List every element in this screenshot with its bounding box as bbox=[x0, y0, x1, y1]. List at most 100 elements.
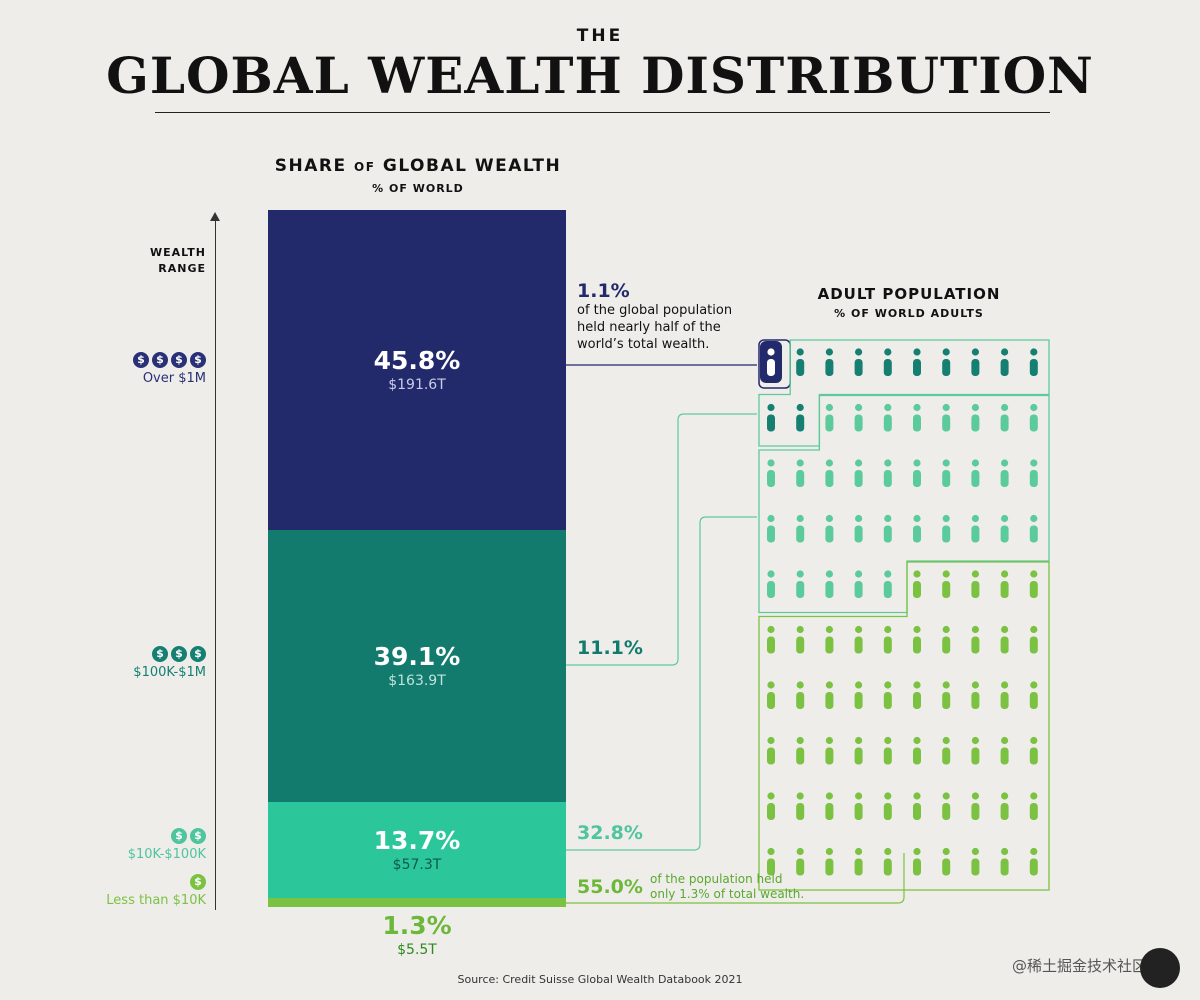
person-head-icon bbox=[913, 348, 921, 356]
person-head-icon bbox=[796, 792, 804, 800]
person-body-icon bbox=[854, 525, 863, 543]
person-head-icon bbox=[767, 625, 775, 634]
person-body-icon bbox=[854, 636, 863, 654]
person-head-icon bbox=[913, 570, 921, 578]
wealth-bar-value-label: $191.6T bbox=[388, 376, 446, 393]
person-body-icon bbox=[883, 692, 892, 709]
person-body-icon bbox=[796, 525, 805, 543]
person-body-icon bbox=[854, 803, 863, 820]
person-head-icon bbox=[825, 847, 834, 856]
source-note: Source: Credit Suisse Global Wealth Data… bbox=[457, 973, 743, 986]
person-head-icon bbox=[825, 459, 834, 467]
person-body-icon bbox=[854, 581, 863, 598]
tier-coins: $ bbox=[106, 874, 206, 890]
person-head-icon bbox=[1030, 459, 1038, 467]
person-head-icon bbox=[942, 570, 950, 578]
annotation-bottom-text-1: of the population held bbox=[650, 872, 783, 886]
tier-coins: $ $ $ $ bbox=[133, 352, 206, 368]
person-body-icon bbox=[971, 525, 980, 543]
tier-label: Over $1M bbox=[142, 371, 206, 386]
person-head-icon bbox=[767, 792, 775, 800]
wealth-bar-pct-label: 39.1% bbox=[373, 641, 461, 671]
person-body-icon bbox=[883, 581, 892, 598]
person-body-icon bbox=[971, 747, 980, 765]
person-head-icon bbox=[1001, 736, 1009, 745]
person-head-icon bbox=[825, 625, 834, 634]
wealth-bar-value-label: $57.3T bbox=[392, 857, 442, 874]
person-body-icon bbox=[913, 636, 921, 654]
wealth-bar-segment bbox=[268, 210, 566, 530]
person-head-icon bbox=[855, 514, 863, 523]
person-head-icon bbox=[825, 403, 834, 412]
person-head-icon bbox=[767, 459, 775, 467]
wealth-tier-4: $ Less than $10K bbox=[106, 874, 206, 908]
person-head-icon bbox=[825, 681, 834, 689]
connector-line-low bbox=[566, 516, 757, 851]
person-body-icon bbox=[854, 692, 863, 709]
person-head-icon bbox=[971, 792, 980, 800]
wealth-bar-pct-label: 13.7% bbox=[373, 826, 461, 856]
person-body-icon bbox=[1029, 858, 1038, 876]
title-divider bbox=[155, 112, 1050, 113]
person-body-icon bbox=[883, 414, 892, 432]
person-head-icon bbox=[884, 736, 892, 745]
tier-label: $100K-$1M bbox=[133, 665, 206, 680]
person-head-icon bbox=[855, 625, 863, 634]
person-body-icon bbox=[1029, 747, 1038, 765]
person-head-icon bbox=[825, 514, 834, 523]
person-head-icon bbox=[1030, 514, 1038, 523]
person-head-icon bbox=[767, 514, 775, 523]
person-head-icon bbox=[942, 403, 950, 412]
person-body-icon bbox=[767, 581, 775, 598]
person-body-icon bbox=[942, 581, 951, 598]
person-body-icon bbox=[1000, 525, 1009, 543]
person-body-icon bbox=[913, 525, 921, 543]
wealth-bar-value-label: $5.5T bbox=[397, 942, 437, 958]
person-body-icon bbox=[1029, 359, 1038, 376]
person-head-icon bbox=[855, 459, 863, 467]
person-head-icon bbox=[825, 570, 834, 578]
person-head-icon bbox=[855, 348, 863, 356]
person-body-icon bbox=[913, 581, 921, 598]
annotation-top-text-2: held nearly half of the bbox=[577, 320, 721, 335]
person-head-icon bbox=[1030, 792, 1038, 800]
person-head-icon bbox=[825, 736, 834, 745]
dollar-coin-icon: $ bbox=[190, 874, 206, 890]
person-head-icon bbox=[884, 459, 892, 467]
person-body-icon bbox=[854, 359, 863, 376]
person-head-icon bbox=[942, 847, 950, 856]
person-head-icon bbox=[942, 625, 950, 634]
wealth-axis-line bbox=[215, 220, 216, 910]
person-body-icon bbox=[883, 470, 892, 487]
share-title-b: GLOBAL WEALTH bbox=[382, 156, 562, 176]
person-body-icon bbox=[796, 581, 805, 598]
dollar-coin-icon: $ bbox=[190, 646, 206, 662]
person-body-icon bbox=[971, 414, 980, 432]
person-body-icon bbox=[971, 636, 980, 654]
person-head-icon bbox=[1001, 459, 1009, 467]
share-chart-subtitle: % OF WORLD bbox=[372, 182, 464, 195]
dollar-coin-icon: $ bbox=[133, 352, 149, 368]
person-head-icon bbox=[1030, 625, 1038, 634]
person-head-icon bbox=[1001, 514, 1009, 523]
person-head-icon bbox=[855, 403, 863, 412]
person-head-icon bbox=[884, 403, 892, 412]
person-body-icon bbox=[767, 359, 775, 376]
person-head-icon bbox=[1030, 847, 1038, 856]
tier-coins: $ $ bbox=[128, 828, 206, 844]
annotation-bottom-text-2: only 1.3% of total wealth. bbox=[650, 887, 805, 901]
person-head-icon bbox=[796, 847, 804, 856]
share-title-a: SHARE bbox=[274, 156, 347, 176]
watermark-logo-icon bbox=[1140, 948, 1180, 988]
annotation-mid-pct: 11.1% bbox=[577, 637, 643, 659]
person-head-icon bbox=[971, 736, 980, 745]
wealth-bar-pct-label: 45.8% bbox=[373, 345, 461, 375]
person-body-icon bbox=[913, 359, 921, 376]
annotation-low-pct: 32.8% bbox=[577, 822, 643, 844]
person-head-icon bbox=[913, 514, 921, 523]
axis-label-line2: RANGE bbox=[158, 262, 206, 275]
person-body-icon bbox=[767, 692, 775, 709]
dollar-coin-icon: $ bbox=[190, 352, 206, 368]
person-head-icon bbox=[1001, 625, 1009, 634]
person-body-icon bbox=[825, 581, 834, 598]
